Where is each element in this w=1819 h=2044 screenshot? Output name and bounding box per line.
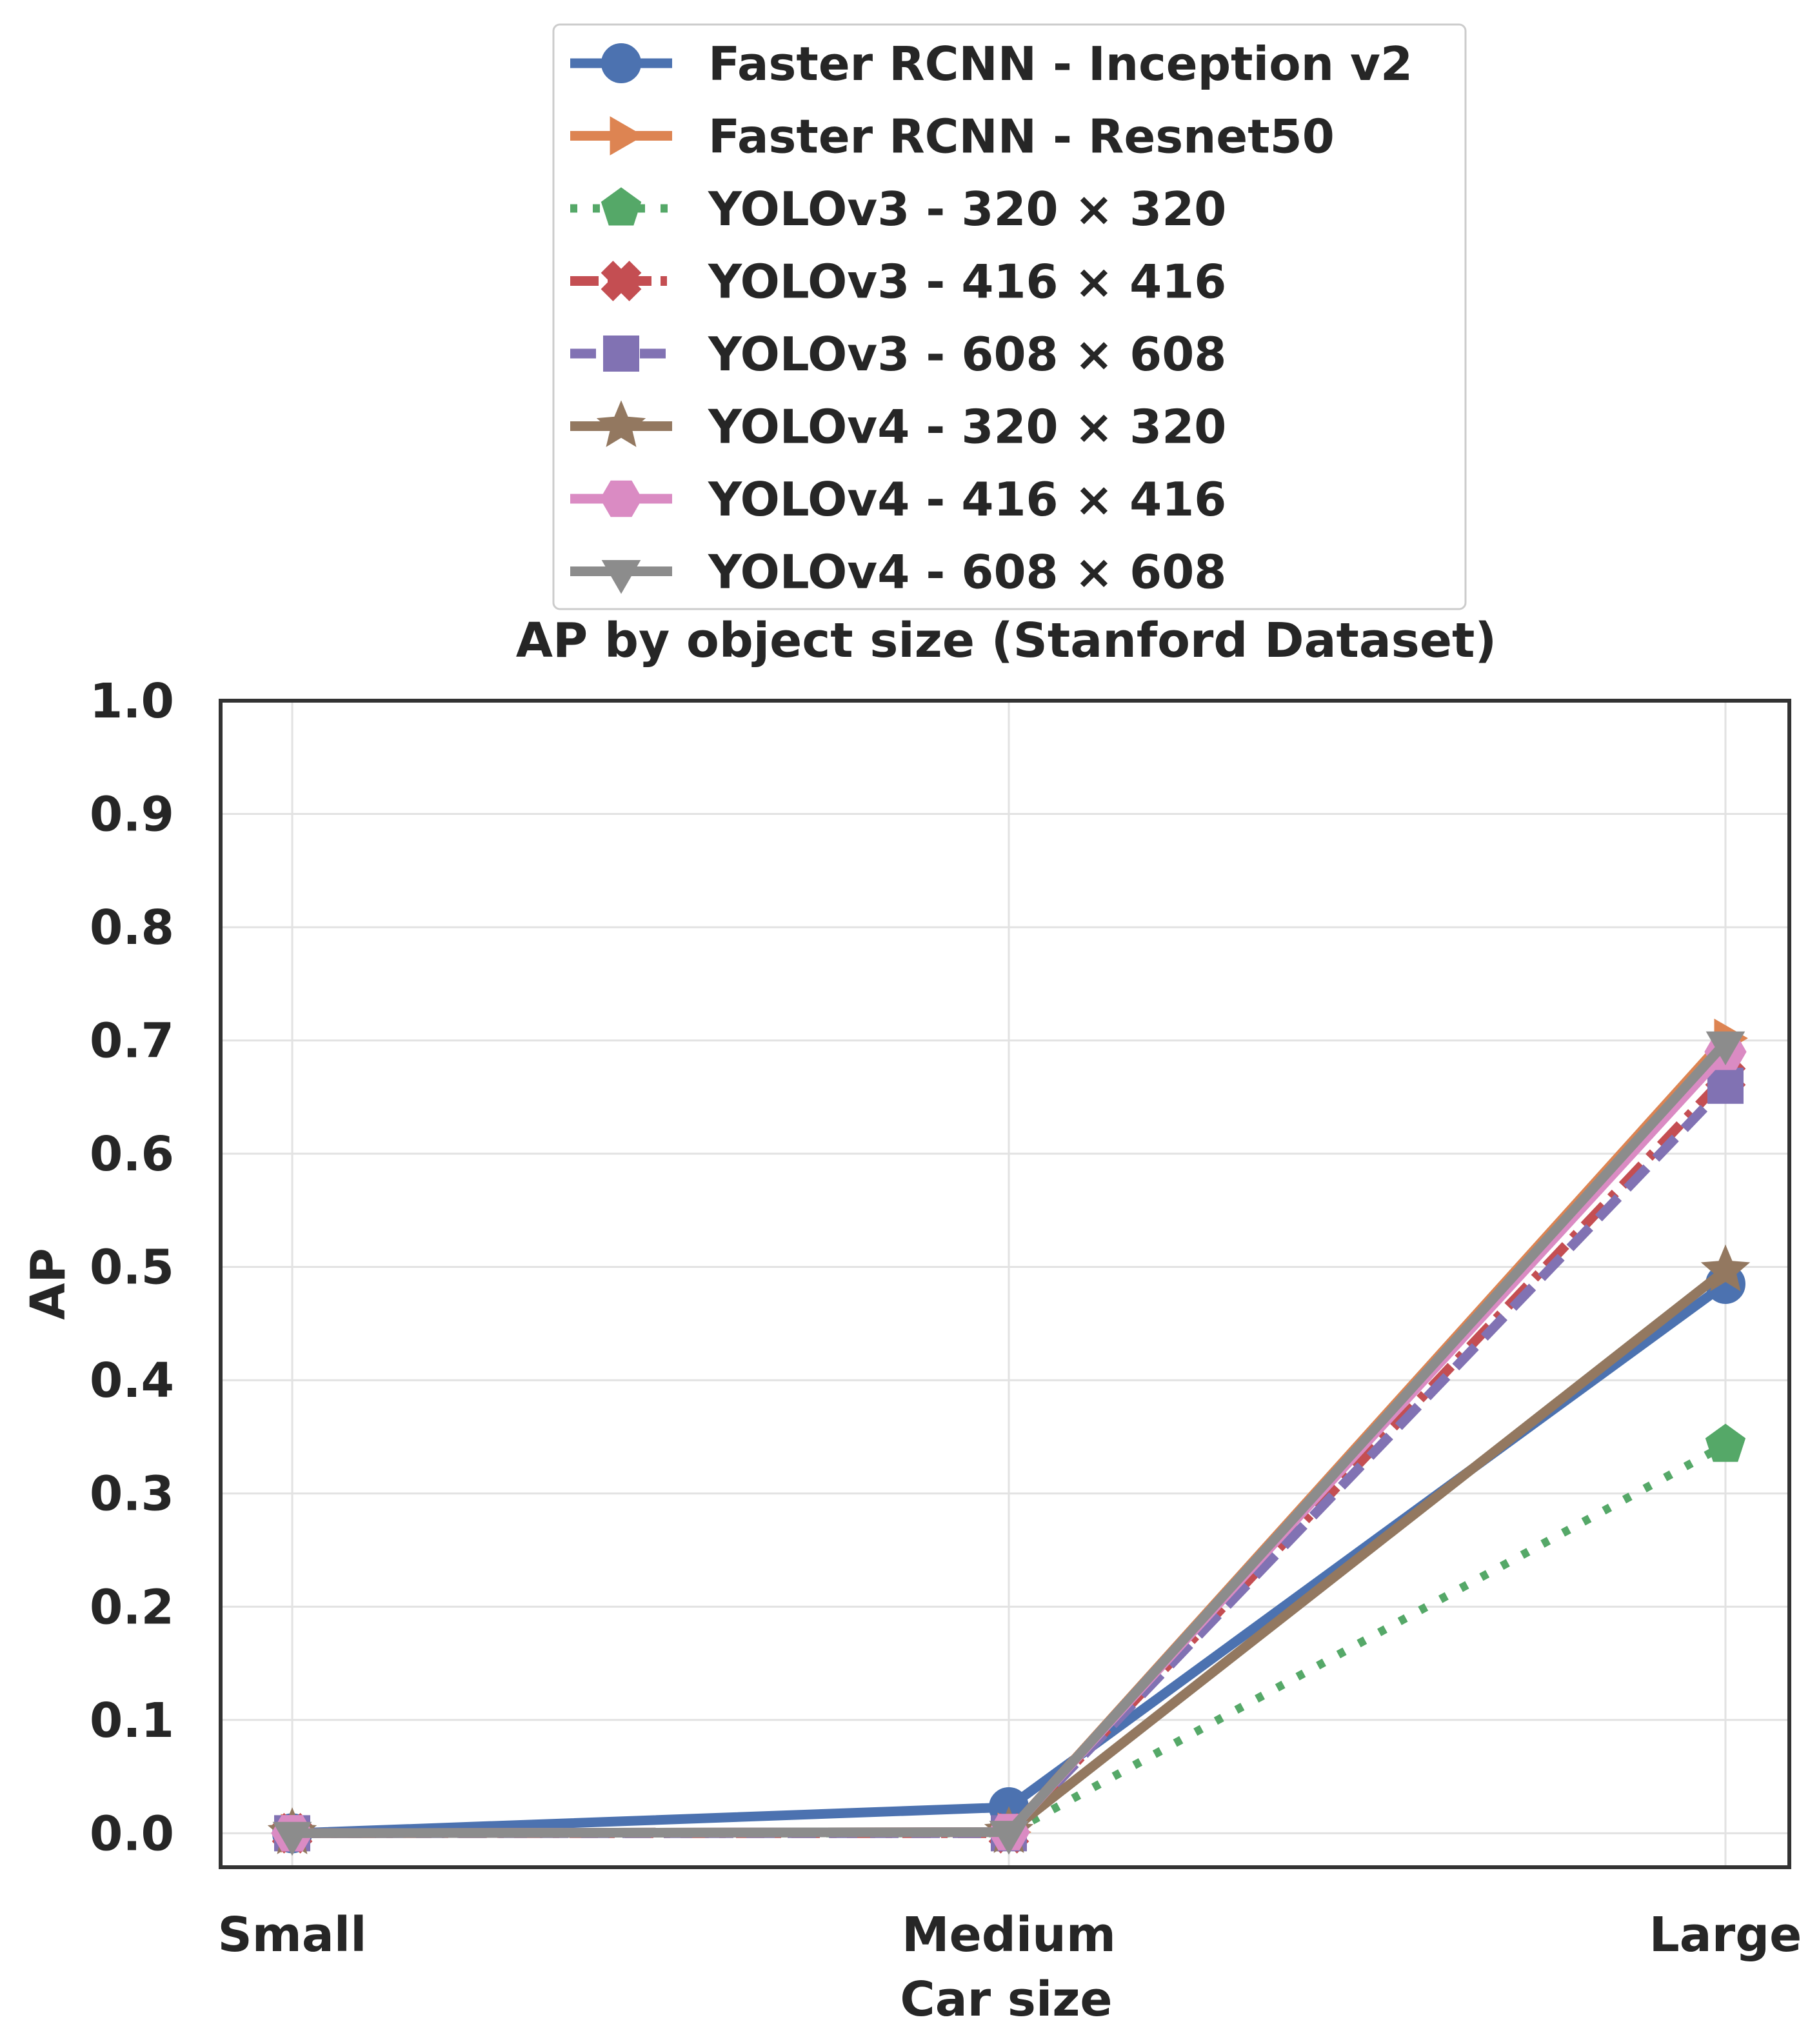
x-tick-label: Medium xyxy=(902,1907,1116,1963)
series-marker xyxy=(610,116,644,155)
legend-entry: YOLOv3 - 416 × 416 xyxy=(570,255,1226,309)
x-tick-label: Large xyxy=(1649,1907,1802,1963)
y-tick-label: 0.2 xyxy=(90,1579,174,1635)
legend-label: YOLOv3 - 608 × 608 xyxy=(708,327,1226,381)
legend-label: YOLOv4 - 320 × 320 xyxy=(708,400,1226,454)
series-marker xyxy=(989,1821,1029,1855)
legend-label: Faster RCNN - Resnet50 xyxy=(708,110,1335,164)
series-marker xyxy=(1707,1067,1744,1104)
series-marker xyxy=(601,560,641,594)
y-tick-label: 0.3 xyxy=(90,1467,174,1522)
y-tick-label: 1.0 xyxy=(90,674,174,729)
legend-entry: YOLOv3 - 320 × 320 xyxy=(570,182,1226,236)
legend: Faster RCNN - Inception v2 Faster RCNN - … xyxy=(552,23,1467,610)
legend-entry: Faster RCNN - Inception v2 xyxy=(570,37,1413,91)
series-marker xyxy=(1705,1031,1745,1066)
y-tick-label: 0.8 xyxy=(90,900,174,956)
legend-frame xyxy=(552,23,1467,610)
plot-background xyxy=(221,701,1789,1867)
series-marker xyxy=(600,480,642,517)
legend-entry: YOLOv4 - 320 × 320 xyxy=(570,400,1226,454)
series-marker xyxy=(596,400,646,447)
legend-label: Faster RCNN - Inception v2 xyxy=(708,37,1413,91)
y-tick-label: 0.9 xyxy=(90,787,174,843)
y-axis-ticks: 0.0 0.1 0.2 0.3 0.4 0.5 0.6 0.7 0.8 0.9 1.0 xyxy=(90,674,174,1861)
legend-entry: YOLOv4 - 608 × 608 xyxy=(570,545,1226,599)
x-axis-label: Car size xyxy=(900,1972,1112,2027)
legend-label: YOLOv3 - 320 × 320 xyxy=(708,182,1226,236)
y-tick-label: 0.0 xyxy=(90,1806,174,1861)
series-marker xyxy=(272,1821,312,1856)
y-tick-label: 0.1 xyxy=(90,1693,174,1748)
gridlines xyxy=(221,699,1789,1867)
legend-label: YOLOv3 - 416 × 416 xyxy=(708,255,1226,309)
legend-label: YOLOv4 - 416 × 416 xyxy=(708,472,1226,526)
series-marker xyxy=(601,187,642,226)
legend-entry: YOLOv4 - 416 × 416 xyxy=(570,472,1226,526)
series-marker xyxy=(601,43,641,83)
y-tick-label: 0.6 xyxy=(90,1127,174,1182)
legend-entry: Faster RCNN - Resnet50 xyxy=(570,110,1335,164)
series-marker xyxy=(1700,1244,1751,1292)
legend-entry: YOLOv3 - 608 × 608 xyxy=(570,327,1226,381)
x-axis-ticks: Small Medium Large xyxy=(217,1907,1802,1963)
y-tick-label: 0.5 xyxy=(90,1240,174,1296)
chart-title: AP by object size (Stanford Dataset) xyxy=(516,613,1497,668)
y-axis-label: AP xyxy=(21,1248,76,1320)
plot-frame xyxy=(219,699,1791,1869)
y-tick-label: 0.4 xyxy=(90,1353,174,1408)
series-marker xyxy=(1705,1423,1746,1462)
series-group xyxy=(267,1018,1751,1856)
x-tick-label: Small xyxy=(217,1907,366,1963)
y-tick-label: 0.7 xyxy=(90,1014,174,1069)
series-marker xyxy=(603,336,639,372)
series-8 xyxy=(272,1031,1745,1856)
legend-label: YOLOv4 - 608 × 608 xyxy=(708,545,1226,599)
series-marker xyxy=(601,261,642,301)
plot-area xyxy=(219,699,1791,1869)
